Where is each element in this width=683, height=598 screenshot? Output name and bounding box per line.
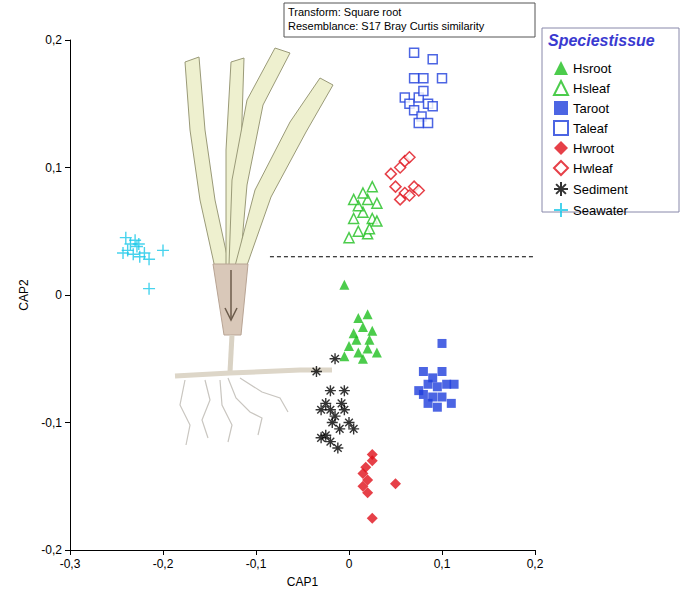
svg-text:0: 0: [346, 557, 353, 571]
svg-text:Hsroot: Hsroot: [573, 61, 612, 76]
svg-text:CAP1: CAP1: [287, 575, 319, 589]
svg-text:Speciestissue: Speciestissue: [548, 32, 655, 49]
svg-text:-0,1: -0,1: [246, 557, 267, 571]
svg-text:-0,3: -0,3: [60, 557, 81, 571]
svg-text:Hwleaf: Hwleaf: [573, 161, 613, 176]
svg-text:Hsleaf: Hsleaf: [573, 81, 610, 96]
svg-text:Taroot: Taroot: [573, 101, 610, 116]
svg-text:0,2: 0,2: [527, 557, 544, 571]
svg-text:0: 0: [55, 288, 62, 302]
svg-text:0,2: 0,2: [45, 33, 62, 47]
svg-text:Transform: Square root: Transform: Square root: [288, 6, 401, 18]
svg-text:-0,2: -0,2: [41, 543, 62, 557]
svg-text:Sediment: Sediment: [573, 182, 628, 197]
svg-text:Taleaf: Taleaf: [573, 121, 608, 136]
svg-text:Hwroot: Hwroot: [573, 141, 615, 156]
svg-text:-0,1: -0,1: [41, 416, 62, 430]
svg-text:CAP2: CAP2: [17, 279, 31, 311]
svg-text:0,1: 0,1: [434, 557, 451, 571]
svg-text:Seawater: Seawater: [573, 203, 629, 218]
svg-text:0,1: 0,1: [45, 161, 62, 175]
svg-text:-0,2: -0,2: [153, 557, 174, 571]
svg-text:Resemblance: S17 Bray Curtis s: Resemblance: S17 Bray Curtis similarity: [288, 20, 485, 32]
